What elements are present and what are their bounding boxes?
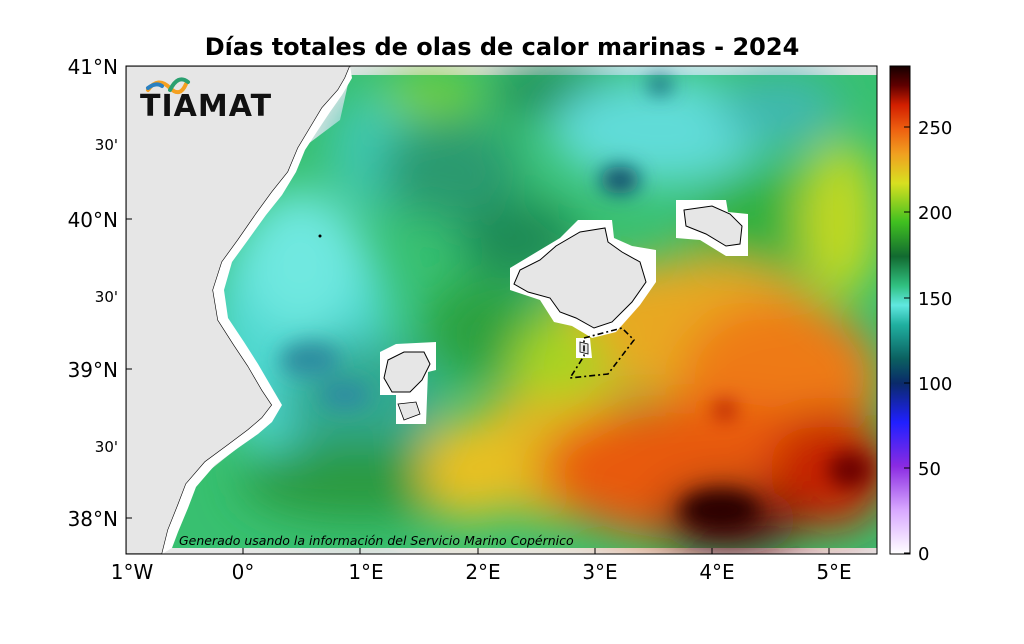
- colorbar: 0 50 100 150 200 250: [889, 65, 952, 565]
- x-tick-label: 0°: [232, 560, 255, 584]
- y-tick-label: 30': [95, 136, 118, 154]
- sea-temperature-field: [165, 66, 877, 554]
- menorca-island: [676, 200, 748, 256]
- ibiza-island: [380, 342, 436, 424]
- map-frame: [125, 65, 878, 555]
- x-tick-label: 2°E: [465, 560, 500, 584]
- tiamat-logo: TIAMAT: [140, 77, 272, 124]
- x-tick-label: 1°W: [111, 560, 154, 584]
- y-tick-label: 30': [95, 438, 118, 456]
- y-tick-label: 39°N: [68, 358, 118, 382]
- logo-text: TIAMAT: [140, 89, 272, 124]
- colorbar-tick: 150: [918, 289, 952, 310]
- y-tick-label: 40°N: [68, 208, 118, 232]
- y-tick-label: 38°N: [68, 507, 118, 531]
- colorbar-tick: 100: [918, 374, 952, 395]
- x-axis: 1°W 0° 1°E 2°E 3°E 4°E 5°E: [111, 548, 852, 584]
- colorbar-tick: 0: [918, 544, 929, 565]
- map-plot: [126, 66, 877, 554]
- y-axis: 41°N 30' 40°N 30' 39°N 30' 38°N: [68, 55, 132, 531]
- colorbar-tick: 200: [918, 203, 952, 224]
- x-tick-label: 1°E: [348, 560, 383, 584]
- y-tick-label: 30': [95, 288, 118, 306]
- x-tick-label: 3°E: [582, 560, 617, 584]
- colorbar-tick: 50: [918, 459, 941, 480]
- colorbar-gradient: [889, 65, 911, 555]
- x-tick-label: 5°E: [816, 560, 851, 584]
- cabrera-reserve-boundary: [568, 327, 636, 379]
- chart-title: Días totales de olas de calor marinas - …: [205, 33, 800, 61]
- formentera-island: [397, 401, 421, 421]
- x-tick-label: 4°E: [699, 560, 734, 584]
- colorbar-tick: 250: [918, 118, 952, 139]
- columbretes-islets: [318, 234, 322, 238]
- y-tick-label: 41°N: [68, 55, 118, 79]
- credit-text: Generado usando la información del Servi…: [179, 533, 574, 548]
